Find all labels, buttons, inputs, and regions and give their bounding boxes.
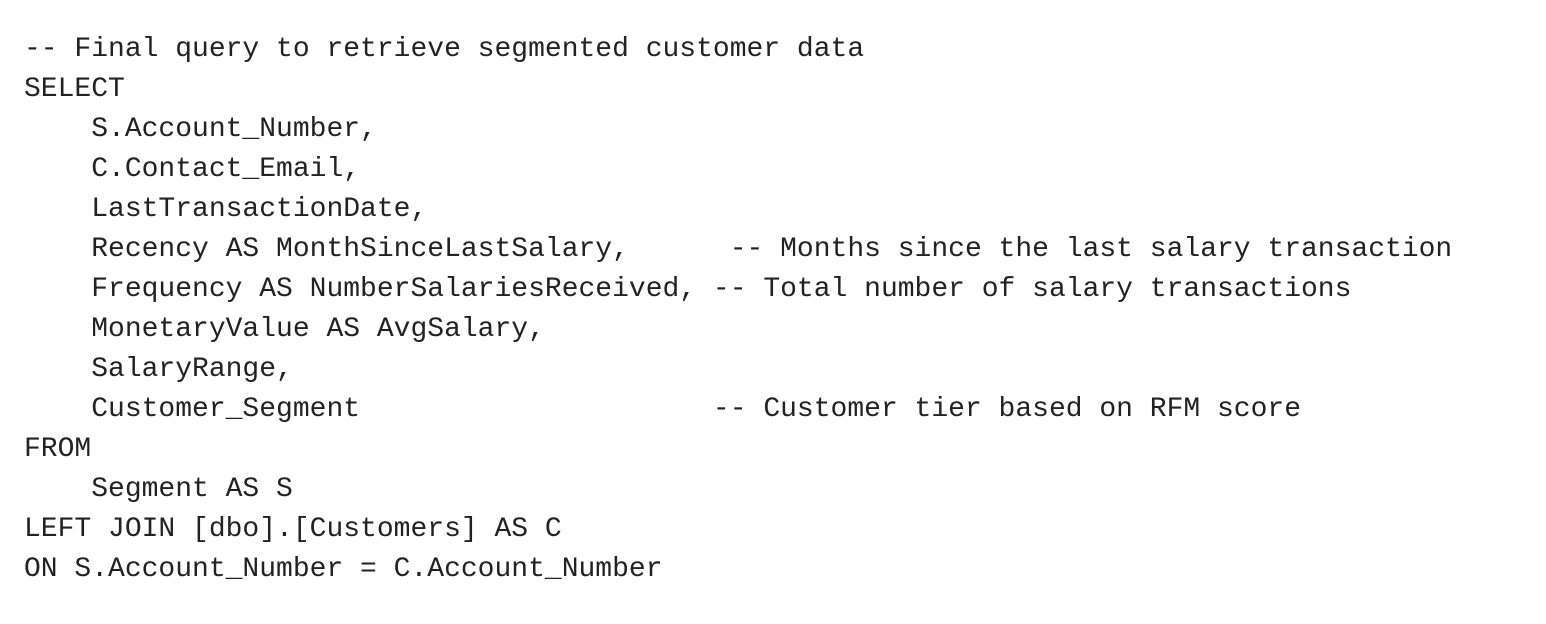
code-line-select: SELECT (24, 74, 125, 105)
sql-code-block: -- Final query to retrieve segmented cus… (24, 30, 1452, 590)
code-line-from: FROM (24, 434, 92, 465)
code-line-customer-segment: Customer_Segment -- Customer tier based … (24, 394, 1302, 425)
code-line-account-number: S.Account_Number, (24, 114, 377, 145)
code-line-segment-table: Segment AS S (24, 474, 293, 505)
code-line-last-transaction-date: LastTransactionDate, (24, 194, 428, 225)
code-line-frequency: Frequency AS NumberSalariesReceived, -- … (24, 274, 1352, 305)
code-line-salary-range: SalaryRange, (24, 354, 293, 385)
code-line-monetary-value: MonetaryValue AS AvgSalary, (24, 314, 545, 345)
code-line-comment-header: -- Final query to retrieve segmented cus… (24, 34, 865, 65)
code-line-left-join: LEFT JOIN [dbo].[Customers] AS C (24, 514, 562, 545)
code-line-contact-email: C.Contact_Email, (24, 154, 361, 185)
code-line-recency: Recency AS MonthSinceLastSalary, -- Mont… (24, 234, 1453, 265)
code-line-on-clause: ON S.Account_Number = C.Account_Number (24, 554, 663, 585)
